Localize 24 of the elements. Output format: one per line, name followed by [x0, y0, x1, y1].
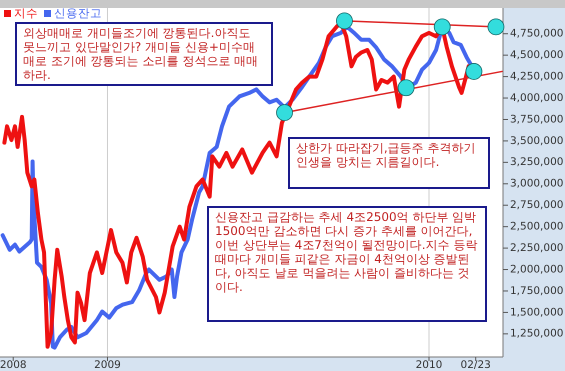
note-box: 상한가 따라잡기,급등주 추격하기 인생을 망치는 지름길이다. [288, 137, 490, 189]
y-tick-label: 3,750,000 [510, 113, 564, 126]
y-tick-label: 2,750,000 [510, 199, 564, 212]
y-tick-label: 2,500,000 [510, 220, 564, 233]
legend-label: 신용잔고 [54, 6, 102, 20]
y-tick-label: 2,250,000 [510, 242, 564, 254]
note-box: 외상매매로 개미들조기에 깡통된다.아직도 못느끼고 있단말인가? 개미들 신용+미수매매로 조기에 깡통되는 소리를 정석으로 매매하라. [15, 22, 273, 86]
legend-label: 지수 [14, 6, 38, 20]
y-tick-label: 3,000,000 [510, 178, 564, 190]
y-tick-label: 1,250,000 [510, 328, 564, 340]
note-box: 신용잔고 급감하는 추세 4조2500억 하단부 임박 1500억만 감소하면 다시 증가 추세를 이어간다, 이번 상단부는 4조7천억이 될전망이다.지수 등락때마다 개미들 피같은 자금이 4천억이상 증발된다, 아직도 날로 먹을려는 사람이 즐비하다는 것이다. [207, 206, 487, 322]
x-tick-label: 2008 [0, 359, 27, 371]
x-tick-label: 2010 [416, 359, 442, 371]
y-tick-label: 4,000,000 [510, 92, 564, 104]
y-tick-label: 1,500,000 [510, 306, 564, 318]
y-tick-label: 4,500,000 [510, 49, 564, 62]
x-tick-label: 2009 [94, 359, 121, 371]
y-tick-label: 3,250,000 [510, 156, 564, 168]
y-tick-label: 4,250,000 [510, 70, 564, 82]
x-tick-label: 02/23 [460, 359, 491, 371]
y-tick-label: 3,500,000 [510, 134, 564, 147]
y-tick-label: 2,000,000 [510, 263, 564, 276]
y-tick-label: 1,750,000 [510, 284, 564, 297]
y-tick-label: 4,750,000 [510, 28, 564, 40]
